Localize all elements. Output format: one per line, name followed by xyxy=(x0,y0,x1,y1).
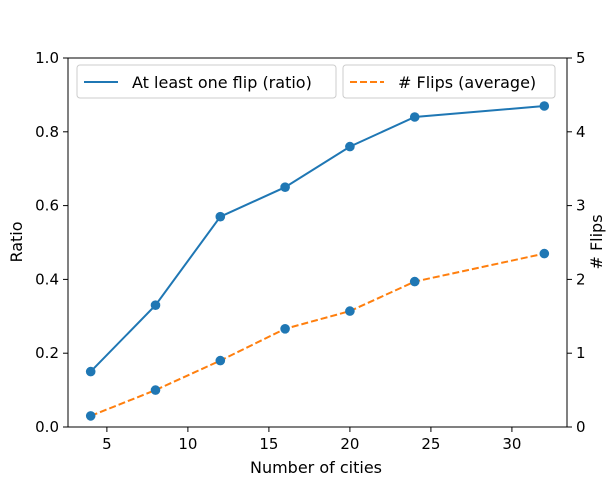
legend-label-ratio: At least one flip (ratio) xyxy=(132,73,312,92)
x-tick-label: 5 xyxy=(102,435,112,453)
legend-label-flips: # Flips (average) xyxy=(398,73,536,92)
data-point-ratio xyxy=(85,366,96,377)
data-point-flips xyxy=(85,411,96,421)
x-axis-label: Number of cities xyxy=(250,458,382,477)
data-point-flips xyxy=(215,355,226,366)
left-y-tick-label: 0.6 xyxy=(35,197,59,215)
x-tick-label: 25 xyxy=(421,435,440,453)
data-point-ratio xyxy=(280,182,290,192)
left-y-tick-label: 0.2 xyxy=(35,344,59,362)
right-y-axis: 0 1 2 3 4 5 xyxy=(567,49,586,436)
right-y-tick-label: 2 xyxy=(576,270,586,288)
data-point-flips xyxy=(409,276,420,287)
legend-box-ratio xyxy=(76,64,337,99)
right-y-tick-label: 4 xyxy=(576,123,586,141)
data-point-flips xyxy=(150,385,161,395)
plot-area xyxy=(67,57,568,428)
right-y-tick-label: 3 xyxy=(576,197,586,215)
right-y-tick-label: 1 xyxy=(576,344,586,362)
left-y-axis: 0.0 0.2 0.4 0.6 0.8 1.0 xyxy=(35,49,68,436)
data-point-ratio xyxy=(539,101,550,111)
left-y-tick-label: 0.8 xyxy=(35,123,59,141)
left-y-axis-label: Ratio xyxy=(7,221,26,262)
left-y-tick-label: 0.4 xyxy=(35,270,59,288)
x-tick-label: 15 xyxy=(259,435,278,453)
x-tick-label: 10 xyxy=(178,435,197,453)
data-point-flips xyxy=(539,248,550,259)
data-point-flips xyxy=(280,324,290,334)
data-point-ratio xyxy=(409,112,420,122)
x-tick-label: 30 xyxy=(502,435,521,453)
legend-box-flips xyxy=(342,64,556,99)
data-point-flips xyxy=(345,306,355,316)
right-y-tick-label: 5 xyxy=(576,49,586,67)
x-tick-label: 20 xyxy=(340,435,359,453)
left-y-tick-label: 1.0 xyxy=(35,49,59,67)
series-group xyxy=(85,101,550,421)
legend: At least one flip (ratio) # Flips (avera… xyxy=(76,64,556,99)
data-point-ratio xyxy=(215,211,226,222)
data-point-ratio xyxy=(345,141,355,152)
right-y-axis-label: # Flips xyxy=(587,214,606,269)
right-y-tick-label: 0 xyxy=(576,418,586,436)
x-axis: 5 10 15 20 25 30 xyxy=(102,427,521,453)
left-y-tick-label: 0.0 xyxy=(35,418,59,436)
data-point-ratio xyxy=(150,300,161,311)
